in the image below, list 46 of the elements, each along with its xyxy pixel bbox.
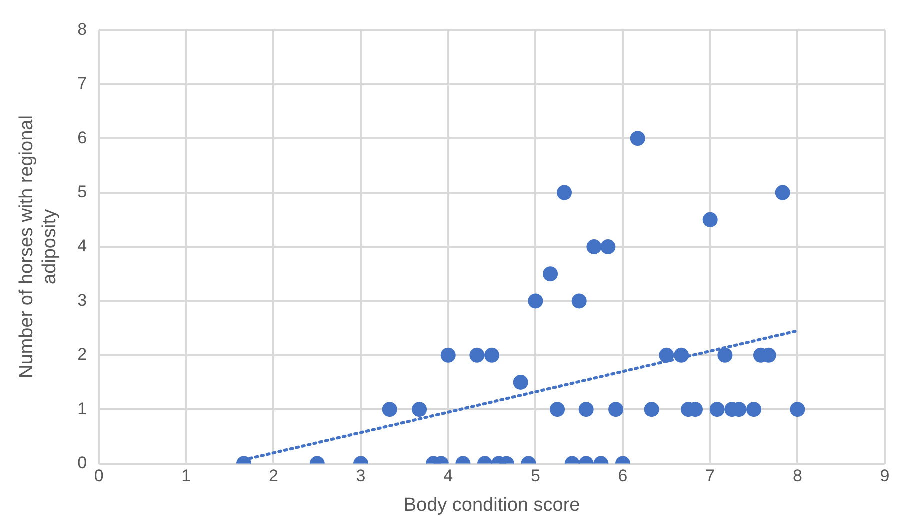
x-tick-label: 4 bbox=[444, 466, 454, 486]
point bbox=[718, 348, 733, 363]
point bbox=[790, 402, 806, 418]
point bbox=[702, 212, 718, 228]
point bbox=[543, 266, 558, 282]
point bbox=[578, 402, 594, 418]
x-tick-label: 3 bbox=[356, 466, 366, 486]
y-tick-label: 6 bbox=[78, 128, 88, 148]
point bbox=[412, 402, 428, 418]
point bbox=[528, 294, 544, 309]
y-tick-label: 3 bbox=[78, 290, 88, 310]
point bbox=[710, 402, 725, 418]
point bbox=[586, 240, 602, 254]
y-tick-label: 5 bbox=[78, 182, 88, 202]
point bbox=[484, 348, 500, 363]
point bbox=[557, 185, 572, 200]
y-tick-label: 4 bbox=[78, 236, 88, 256]
x-tick-label: 0 bbox=[94, 466, 104, 486]
x-tick-label: 7 bbox=[706, 466, 716, 486]
point bbox=[659, 348, 674, 363]
y-tick-label: 8 bbox=[78, 20, 88, 39]
point bbox=[572, 294, 587, 309]
x-tick-label: 9 bbox=[880, 466, 890, 486]
x-tick-label: 1 bbox=[182, 466, 192, 486]
point bbox=[674, 348, 690, 363]
point bbox=[382, 402, 398, 418]
point bbox=[440, 348, 456, 363]
point bbox=[644, 402, 660, 418]
x-axis-title: Body condition score bbox=[404, 494, 580, 516]
y-tick-label: 7 bbox=[78, 74, 88, 94]
y-axis-title: Number of horses with regional adiposity bbox=[16, 116, 60, 378]
y-tick-label: 2 bbox=[78, 345, 88, 364]
y-tick-label: 0 bbox=[78, 453, 88, 472]
point bbox=[746, 402, 762, 418]
point bbox=[630, 131, 646, 146]
x-tick-label: 5 bbox=[530, 466, 540, 486]
point bbox=[470, 348, 485, 363]
point bbox=[600, 240, 616, 254]
point bbox=[775, 185, 790, 200]
x-tick-label: 6 bbox=[618, 466, 628, 486]
point bbox=[513, 375, 528, 390]
point bbox=[608, 402, 624, 418]
point bbox=[550, 402, 566, 418]
y-tick-label: 1 bbox=[78, 399, 88, 418]
x-tick-label: 2 bbox=[268, 466, 278, 486]
x-tick-label: 8 bbox=[792, 466, 802, 486]
